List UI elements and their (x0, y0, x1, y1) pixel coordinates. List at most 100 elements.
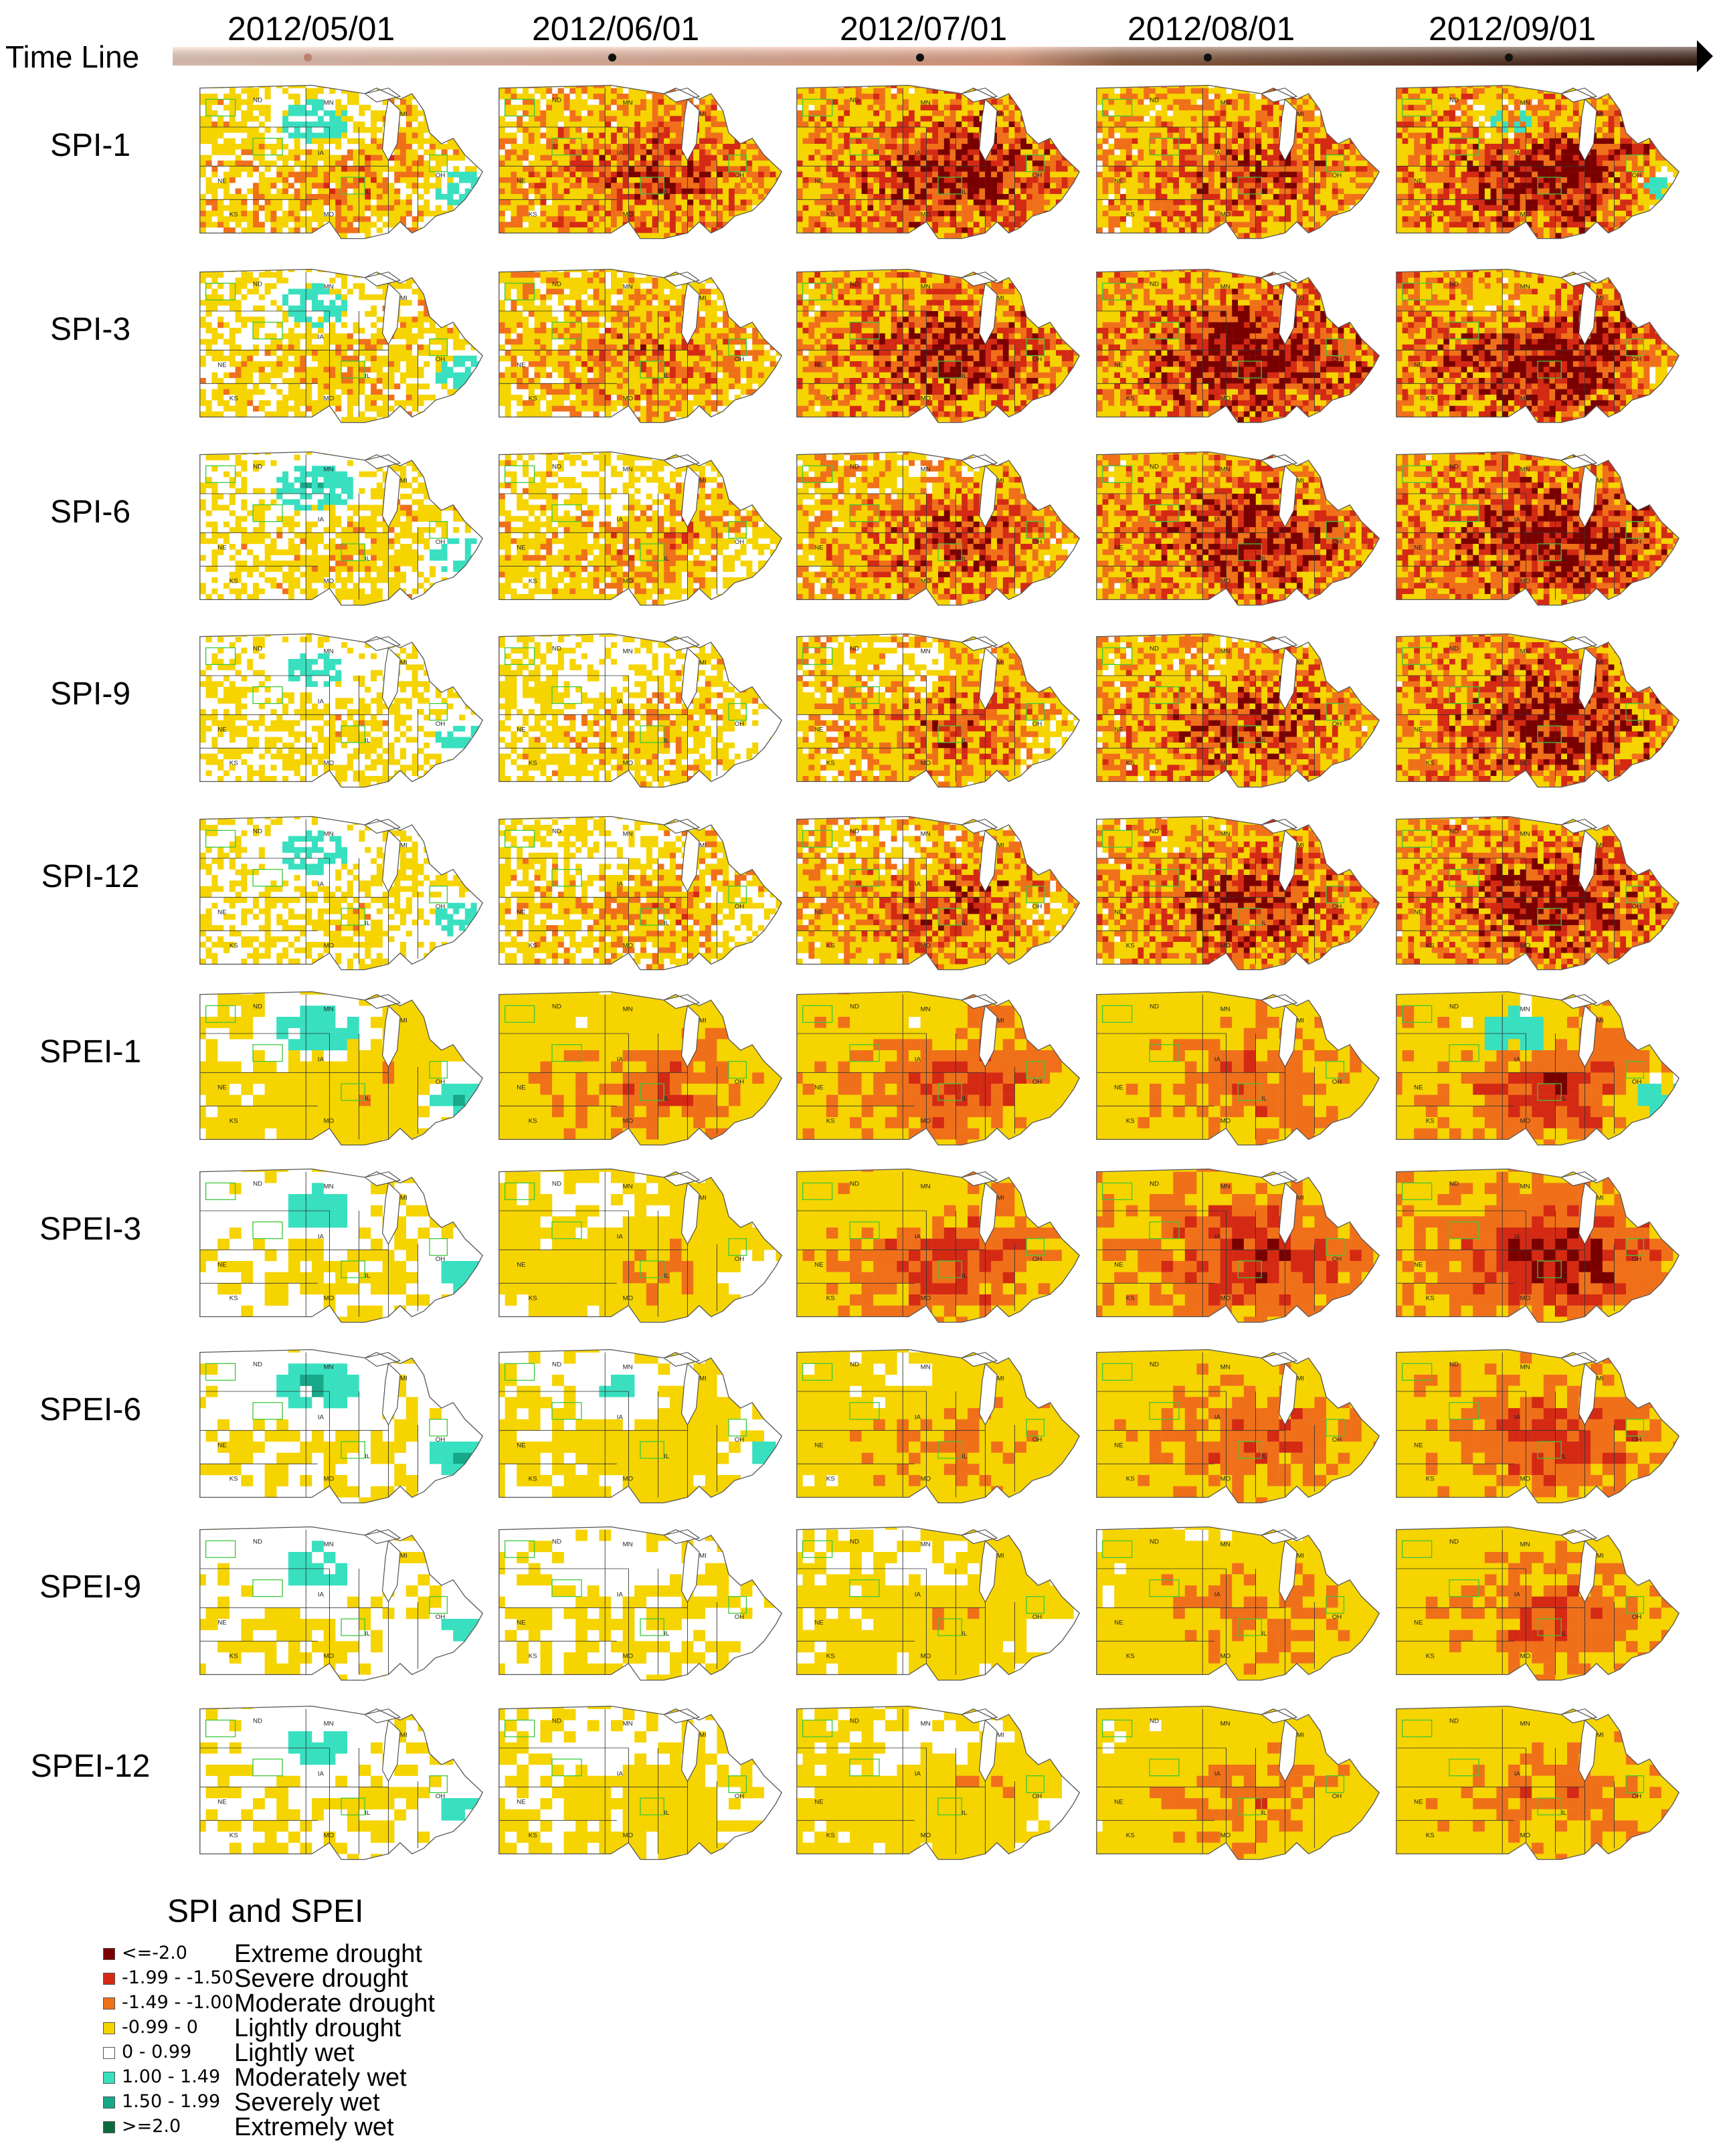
state-label: MN (324, 99, 334, 106)
state-label: ND (552, 645, 561, 652)
state-label: KS (826, 1117, 835, 1124)
state-label: OH (1632, 720, 1642, 727)
state-label: IA (915, 149, 921, 157)
state-label: IA (1514, 516, 1521, 523)
region-outline (1096, 1349, 1380, 1504)
state-label: MO (324, 1475, 335, 1482)
state-label: OH (1332, 1255, 1342, 1262)
state-label: MN (1220, 648, 1231, 655)
state-label: IA (617, 149, 624, 157)
state-label: MN (1520, 1005, 1530, 1013)
state-label: MI (997, 1731, 1004, 1739)
state-label: OH (436, 171, 446, 179)
state-label: KS (1126, 1832, 1135, 1839)
state-label: OH (436, 1792, 446, 1799)
state-label: IA (318, 516, 325, 523)
state-label: IL (664, 1809, 669, 1816)
state-label: IA (617, 880, 624, 888)
drought-map: NE KS MO IA IL OH ND MN MI (499, 1526, 783, 1681)
state-label: IL (1561, 372, 1566, 379)
lake (363, 1171, 401, 1187)
state-label: NE (1414, 177, 1423, 185)
legend-range: -0.99 - 0 (122, 2017, 198, 2038)
state-label: IA (318, 1770, 325, 1777)
state-label: MN (623, 648, 633, 655)
state-label: ND (850, 1717, 859, 1725)
state-label: KS (230, 1117, 238, 1124)
timeline-bar (173, 40, 1713, 72)
drought-map: NE KS MO IA IL OH ND MN MI (499, 268, 783, 423)
drought-map: NE KS MO IA IL OH ND MN MI (499, 451, 783, 606)
state-label: NE (217, 1798, 226, 1805)
state-label: ND (1150, 827, 1159, 835)
state-label: MI (699, 659, 707, 666)
state-label: OH (1332, 1613, 1342, 1620)
state-label: NE (217, 1619, 226, 1626)
state-label: KS (826, 395, 835, 402)
state-label: MI (1597, 659, 1604, 666)
region-outline (199, 633, 484, 788)
state-label: ND (1150, 645, 1159, 652)
state-label: MO (623, 1652, 634, 1660)
legend-swatch (103, 2072, 115, 2084)
state-label: NE (814, 1798, 823, 1805)
state-label: MN (1220, 1005, 1231, 1013)
state-label: IA (1514, 333, 1521, 340)
state-label: OH (735, 355, 745, 363)
state-label: KS (826, 1652, 835, 1660)
map-grid-cells (1096, 1527, 1380, 1680)
state-label: MI (699, 1552, 707, 1559)
state-label: NE (814, 1261, 823, 1268)
state-label: KS (230, 759, 238, 767)
state-label: IA (318, 333, 325, 340)
state-label: IA (617, 516, 624, 523)
state-label: ND (253, 1003, 262, 1010)
state-label: IA (1514, 1770, 1521, 1777)
state-label: MO (921, 1652, 931, 1660)
state-label: NE (1114, 361, 1123, 369)
state-label: IL (664, 737, 669, 744)
state-label: MN (1520, 1183, 1530, 1190)
state-label: NE (814, 177, 823, 185)
state-label: MO (921, 1475, 931, 1482)
state-label: MI (400, 1194, 407, 1201)
state-label: NE (517, 1261, 525, 1268)
state-label: NE (814, 908, 823, 916)
state-label: IL (664, 1630, 669, 1637)
state-label: KS (529, 577, 537, 585)
state-label: OH (1332, 1792, 1342, 1799)
state-label: NE (1414, 726, 1423, 733)
region-outline (1396, 1705, 1680, 1860)
state-label: ND (850, 96, 859, 104)
region-outline (499, 1705, 783, 1860)
drought-map: NE KS MO IA IL OH ND MN MI (1096, 84, 1380, 239)
map-grid-cells (1396, 816, 1680, 970)
state-label: MO (1520, 1117, 1531, 1124)
drought-map: NE KS MO IA IL OH ND MN MI (499, 991, 783, 1146)
region-outline (199, 451, 484, 606)
state-label: MO (1220, 395, 1231, 402)
state-label: ND (1449, 1538, 1459, 1545)
region-outline (1396, 84, 1680, 239)
state-label: MI (400, 1375, 407, 1382)
state-label: MO (324, 211, 335, 218)
row-label: SPI-9 (7, 676, 174, 712)
state-label: MN (623, 466, 633, 473)
state-label: MI (1297, 294, 1304, 302)
drought-map: NE KS MO IA IL OH ND MN MI (1096, 1526, 1380, 1681)
state-label: ND (1449, 1180, 1459, 1187)
region-outline (796, 1349, 1081, 1504)
map-grid-cells (1396, 269, 1680, 423)
region-outline (499, 1168, 783, 1323)
state-label: OH (1632, 1436, 1642, 1443)
region-outline (1396, 1349, 1680, 1504)
state-label: OH (1632, 1613, 1642, 1620)
region-outline (1396, 991, 1680, 1146)
state-label: IL (962, 1630, 967, 1637)
state-label: OH (1332, 171, 1342, 179)
state-label: ND (552, 96, 561, 104)
state-label: OH (1032, 902, 1043, 910)
state-label: MO (324, 1294, 335, 1302)
map-grid-cells (1096, 452, 1380, 605)
state-label: MN (623, 1541, 633, 1548)
